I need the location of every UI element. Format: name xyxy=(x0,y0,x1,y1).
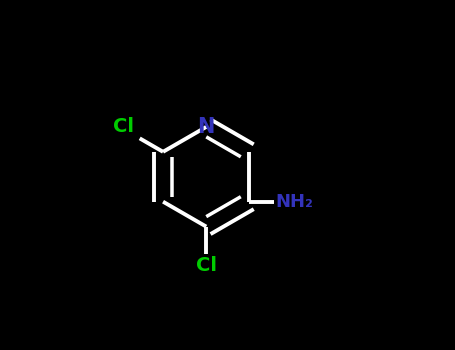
Text: Cl: Cl xyxy=(113,117,134,136)
Text: Cl: Cl xyxy=(196,256,217,275)
Text: NH₂: NH₂ xyxy=(275,193,313,211)
Text: N: N xyxy=(197,117,215,137)
